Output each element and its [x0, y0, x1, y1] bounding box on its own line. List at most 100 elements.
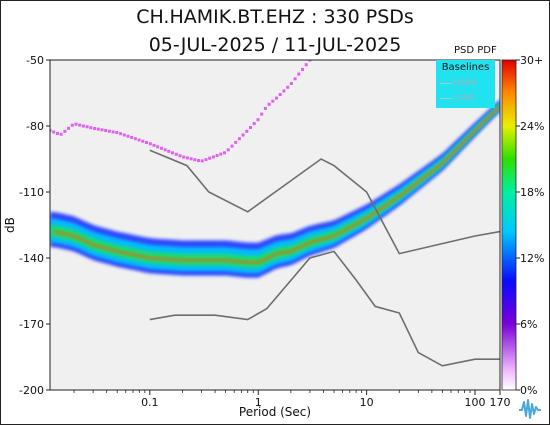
y-tick-label: -80 [26, 120, 44, 133]
max-psd-dot [267, 102, 271, 106]
legend-title: Baselines [441, 62, 490, 73]
x-tick-label: 10 [360, 396, 374, 409]
max-psd-dot [200, 159, 204, 163]
waveform-logo-icon [519, 399, 541, 419]
y-tick-label: -110 [19, 186, 44, 199]
max-psd-dot [156, 145, 160, 149]
max-psd-dot [241, 133, 245, 137]
x-tick-label: 170 [490, 396, 511, 409]
max-psd-dot [70, 123, 74, 127]
max-psd-dot [278, 93, 282, 96]
max-psd-dot [178, 154, 182, 158]
baseline-lnm-line [149, 250, 500, 367]
max-psd-dot [152, 143, 156, 147]
colorbar-tick-label: 18% [520, 186, 544, 199]
y-tick-label: -50 [26, 54, 44, 67]
max-psd-dot [230, 144, 234, 148]
legend-swatch [440, 82, 452, 84]
psd-density-band [50, 99, 500, 278]
max-psd-dot [289, 82, 293, 85]
colorbar-tick-label: 30+ [520, 54, 543, 67]
max-psd-dot [171, 151, 174, 155]
max-psd-dot [145, 141, 148, 144]
max-psd-dot [89, 126, 93, 130]
x-axis-label: Period (Sec) [239, 405, 311, 419]
max-psd-dot [193, 158, 197, 162]
max-psd-dot [78, 123, 82, 127]
max-psd-dot [301, 67, 304, 71]
max-psd-dot [237, 137, 241, 141]
max-psd-dot [252, 122, 256, 126]
max-psd-dot [137, 138, 141, 142]
legend-item-label: HNM [453, 78, 477, 89]
colorbar-ticks: 30+ 24% 18% 12% 6% 0% [516, 54, 544, 397]
max-psd-dot [219, 152, 223, 156]
y-axis: -50 -80 -110 -140 -170 -200 [19, 54, 50, 397]
y-tick-label: -200 [19, 384, 44, 397]
max-psd-dot [55, 132, 59, 135]
max-psd-dot [100, 128, 104, 132]
max-psd-dot [93, 127, 97, 130]
curve-layer [50, 60, 500, 367]
legend-item-hnm: HNM [440, 78, 477, 89]
max-psd-dot [107, 129, 111, 133]
y-tick-label: -140 [19, 252, 44, 265]
max-psd-dot [293, 77, 297, 81]
colorbar [501, 59, 517, 391]
max-psd-dot [167, 149, 171, 153]
max-psd-dot [189, 157, 193, 161]
max-psd-dot [304, 63, 308, 67]
max-psd-dot [234, 140, 238, 144]
y-tick-label: -170 [19, 318, 44, 331]
max-psd-dot [245, 129, 249, 133]
density-peak-line [53, 105, 500, 264]
plot-area [50, 60, 500, 390]
max-psd-dot [197, 159, 200, 162]
max-psd-dot [85, 125, 89, 129]
x-tick-label: 100 [465, 396, 486, 409]
max-psd-dot [204, 158, 208, 162]
max-psd-dot [141, 139, 145, 143]
colorbar-label: PSD PDF [454, 45, 497, 56]
legend-item-lnm: LNM [440, 93, 475, 104]
max-psd-dot [96, 127, 100, 131]
density-inner-band [50, 103, 500, 268]
max-psd-dot [211, 155, 215, 159]
max-psd-dot [63, 129, 67, 133]
y-axis-label: dB [3, 217, 17, 233]
max-psd-dot [159, 146, 163, 150]
chart-title: CH.HAMIK.BT.EHZ : 330 PSDs [136, 6, 414, 28]
baseline-hnm-line [149, 149, 500, 255]
max-psd-dot [174, 152, 178, 156]
max-psd-dot [122, 133, 126, 137]
x-axis: 0.1 1 10 100 170 [73, 390, 511, 409]
max-psd-dot [297, 72, 301, 76]
max-psd-dot [148, 142, 152, 146]
max-psd-dot [133, 137, 137, 141]
max-psd-dot [260, 112, 264, 116]
colorbar-tick-label: 12% [520, 252, 544, 265]
legend: Baselines HNM LNM [436, 60, 495, 108]
x-tick-label: 1 [255, 396, 262, 409]
max-psd-dot [208, 156, 212, 160]
max-psd-dot [115, 131, 119, 134]
max-psd-dots [50, 60, 312, 163]
max-psd-dot [226, 148, 230, 152]
max-psd-dot [263, 106, 267, 110]
max-psd-dot [182, 155, 186, 159]
max-psd-dot [130, 136, 134, 139]
max-psd-dot [59, 132, 63, 136]
max-psd-dot [67, 126, 71, 130]
max-psd-dot [74, 122, 78, 126]
max-psd-dot [308, 60, 312, 62]
legend-swatch [440, 97, 452, 99]
colorbar-tick-label: 6% [520, 318, 537, 331]
max-psd-dot [126, 134, 130, 138]
max-psd-dot [119, 132, 123, 136]
max-psd-dot [163, 148, 167, 152]
chart-subtitle: 05-JUL-2025 / 11-JUL-2025 [148, 34, 402, 56]
x-tick-label: 0.1 [141, 396, 159, 409]
max-psd-dot [185, 156, 189, 160]
max-psd-dot [111, 130, 115, 134]
